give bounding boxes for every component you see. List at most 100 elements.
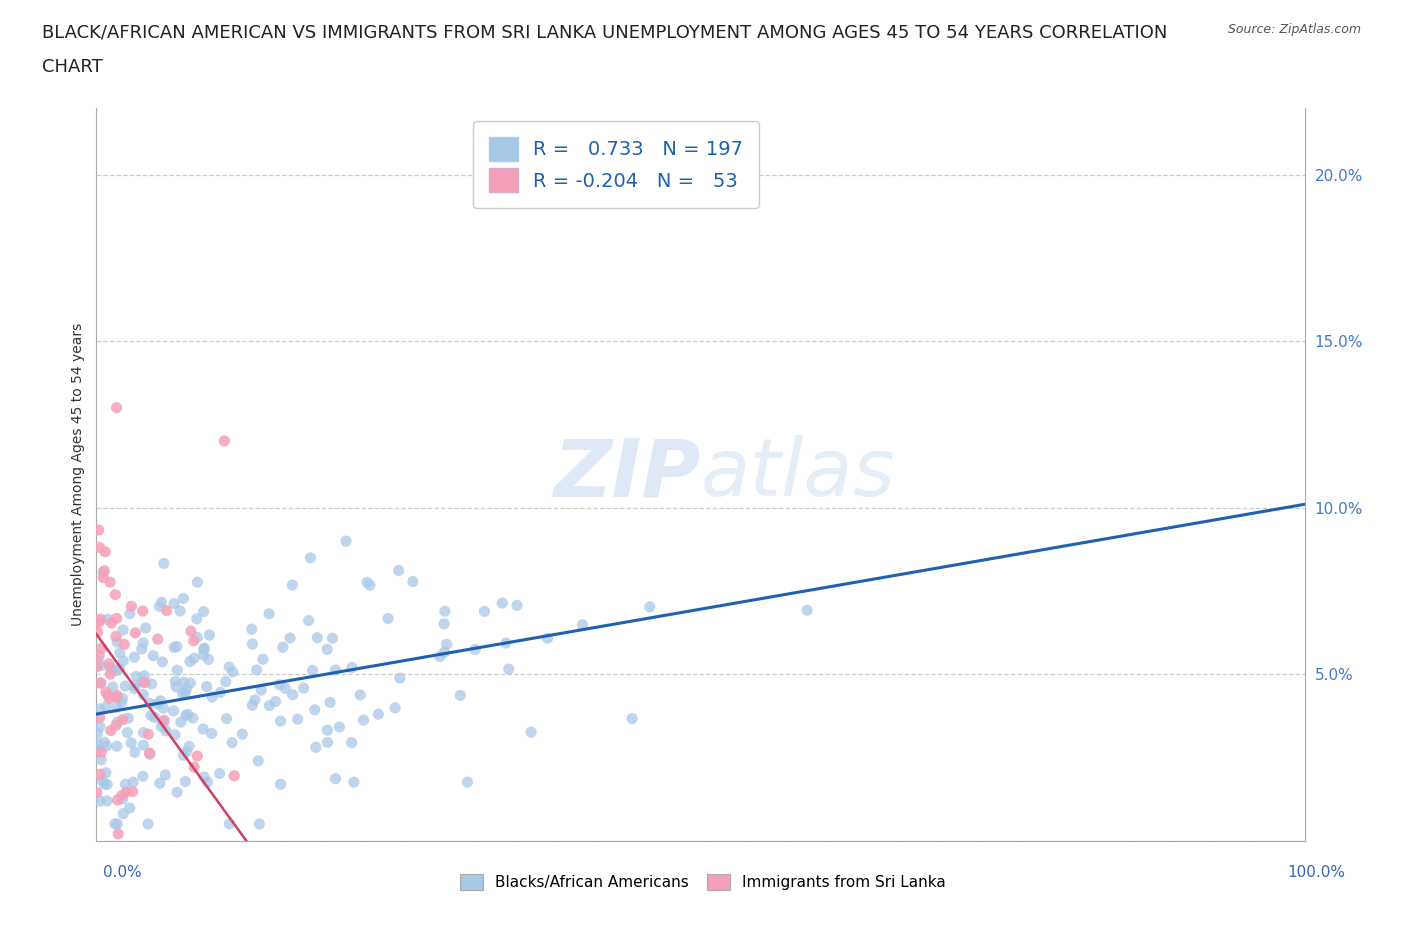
Point <box>449 688 471 703</box>
Point <box>193 641 215 656</box>
Point <box>264 694 287 709</box>
Point <box>153 713 176 728</box>
Point <box>491 595 513 610</box>
Point <box>89 612 111 627</box>
Point <box>359 578 381 592</box>
Point <box>90 752 112 767</box>
Point <box>299 551 322 565</box>
Point <box>270 713 292 728</box>
Point <box>177 707 200 722</box>
Point <box>89 710 111 724</box>
Point <box>100 723 122 737</box>
Point <box>89 793 111 808</box>
Point <box>281 578 304 592</box>
Point <box>90 641 112 656</box>
Point <box>343 775 366 790</box>
Point <box>340 660 363 675</box>
Point <box>152 714 174 729</box>
Point <box>252 652 274 667</box>
Point <box>325 663 347 678</box>
Point <box>367 707 389 722</box>
Point <box>287 711 309 726</box>
Point <box>292 681 315 696</box>
Point <box>153 556 176 571</box>
Point <box>193 642 215 657</box>
Point <box>433 644 456 659</box>
Point <box>111 788 134 803</box>
Point <box>105 690 128 705</box>
Point <box>201 689 224 704</box>
Point <box>155 724 177 738</box>
Point <box>176 681 198 696</box>
Point <box>132 737 155 752</box>
Point <box>136 727 159 742</box>
Point <box>139 747 162 762</box>
Point <box>247 817 270 831</box>
Point <box>98 691 121 706</box>
Point <box>105 400 128 415</box>
Text: Source: ZipAtlas.com: Source: ZipAtlas.com <box>1227 23 1361 36</box>
Point <box>132 725 155 740</box>
Point <box>89 648 111 663</box>
Point <box>214 433 236 448</box>
Point <box>165 674 187 689</box>
Point <box>221 736 243 751</box>
Point <box>104 629 127 644</box>
Y-axis label: Unemployment Among Ages 45 to 54 years: Unemployment Among Ages 45 to 54 years <box>72 323 86 626</box>
Point <box>136 817 159 831</box>
Point <box>86 742 108 757</box>
Point <box>183 651 205 666</box>
Point <box>173 748 195 763</box>
Point <box>281 687 304 702</box>
Point <box>89 701 111 716</box>
Point <box>143 710 166 724</box>
Point <box>87 523 110 538</box>
Point <box>94 544 117 559</box>
Point <box>162 703 184 718</box>
Text: ZIP: ZIP <box>553 435 700 513</box>
Point <box>388 563 411 578</box>
Point <box>316 642 339 657</box>
Point <box>105 700 128 715</box>
Point <box>98 575 121 590</box>
Text: CHART: CHART <box>42 58 103 75</box>
Point <box>114 679 136 694</box>
Legend: R =   0.733   N = 197, R = -0.204   N =   53: R = 0.733 N = 197, R = -0.204 N = 53 <box>472 122 759 207</box>
Point <box>97 657 120 671</box>
Point <box>139 696 162 711</box>
Point <box>174 685 197 700</box>
Point <box>149 694 172 709</box>
Point <box>163 640 186 655</box>
Point <box>259 698 281 713</box>
Point <box>155 767 177 782</box>
Point <box>163 596 186 611</box>
Point <box>456 775 478 790</box>
Point <box>209 685 232 700</box>
Point <box>90 658 112 672</box>
Point <box>112 637 135 652</box>
Point <box>111 695 134 710</box>
Point <box>222 665 245 680</box>
Point <box>183 633 205 648</box>
Point <box>148 599 170 614</box>
Point <box>104 817 127 831</box>
Point <box>174 708 197 723</box>
Point <box>100 616 122 631</box>
Point <box>124 745 146 760</box>
Point <box>193 647 215 662</box>
Point <box>89 766 111 781</box>
Point <box>191 722 214 737</box>
Point <box>111 691 134 706</box>
Point <box>98 667 121 682</box>
Point <box>186 611 208 626</box>
Point <box>93 564 115 578</box>
Point <box>100 660 122 675</box>
Point <box>152 655 174 670</box>
Point <box>335 534 357 549</box>
Legend: Blacks/African Americans, Immigrants from Sri Lanka: Blacks/African Americans, Immigrants fro… <box>454 868 952 897</box>
Point <box>307 631 329 645</box>
Point <box>141 676 163 691</box>
Point <box>215 711 238 726</box>
Point <box>269 677 291 692</box>
Point <box>243 693 266 708</box>
